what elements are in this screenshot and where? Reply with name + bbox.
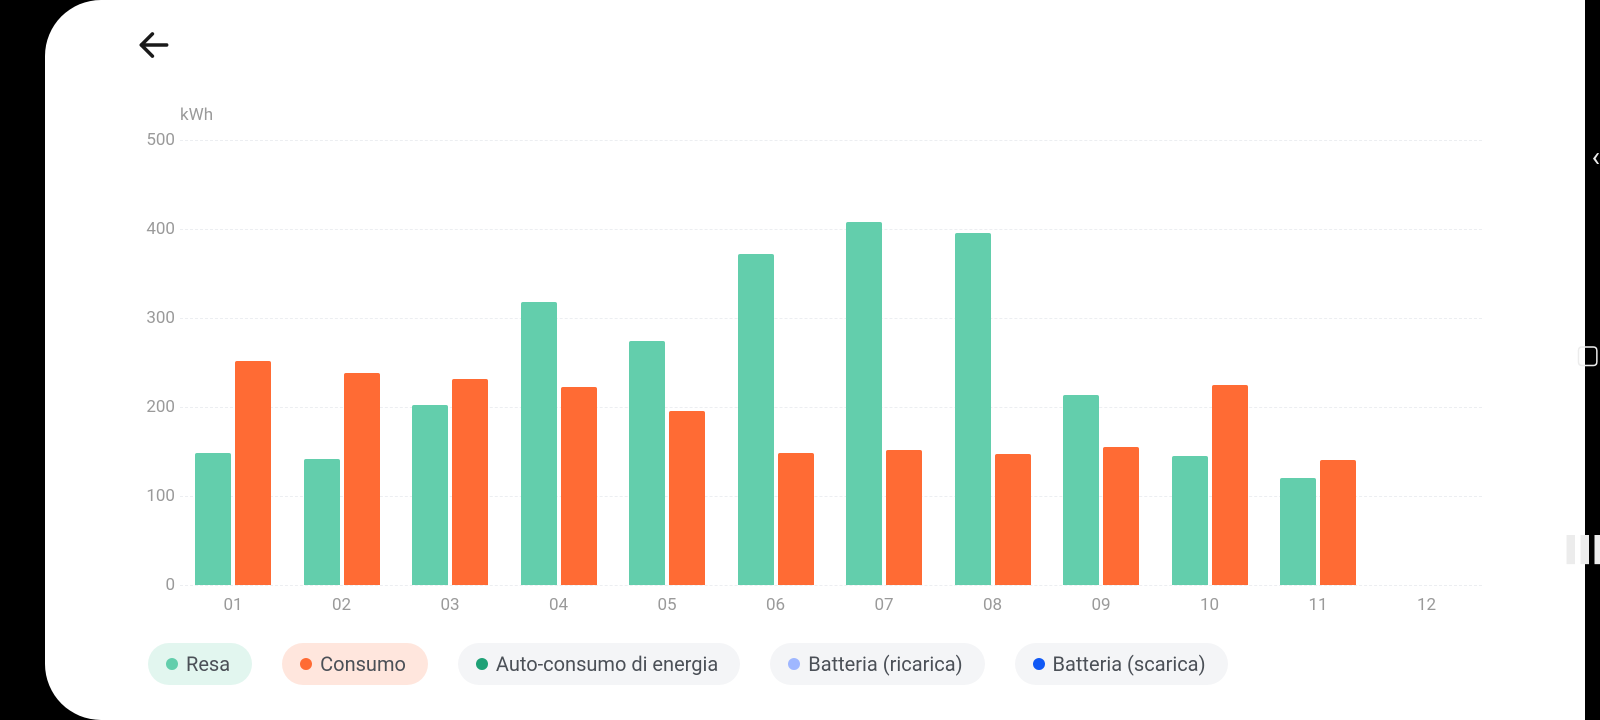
- bar-consumo[interactable]: [452, 379, 488, 585]
- x-tick-label: 08: [983, 595, 1002, 615]
- legend-chip-label: Consumo: [320, 652, 406, 676]
- x-tick-label: 04: [549, 595, 568, 615]
- legend-dot-icon: [300, 658, 312, 670]
- bar-consumo[interactable]: [1320, 460, 1356, 585]
- legend-chip-label: Batteria (scarica): [1053, 652, 1206, 676]
- back-button[interactable]: [135, 26, 173, 64]
- legend-chip-label: Auto-consumo di energia: [496, 652, 718, 676]
- legend-chip-label: Batteria (ricarica): [808, 652, 962, 676]
- bar-resa[interactable]: [412, 405, 448, 585]
- y-axis-unit: kWh: [180, 105, 213, 125]
- legend-chip-ricarica[interactable]: Batteria (ricarica): [770, 643, 984, 685]
- x-tick-label: 02: [332, 595, 351, 615]
- bar-resa[interactable]: [304, 459, 340, 585]
- x-tick-label: 05: [657, 595, 676, 615]
- x-tick-label: 01: [223, 595, 242, 615]
- bar-consumo[interactable]: [1212, 385, 1248, 585]
- bar-resa[interactable]: [195, 453, 231, 585]
- arrow-left-icon: [135, 26, 173, 64]
- bar-resa[interactable]: [846, 222, 882, 585]
- bar-consumo[interactable]: [561, 387, 597, 585]
- legend: Resa Consumo Auto-consumo di energia Batter…: [148, 643, 1565, 685]
- bar-consumo[interactable]: [669, 411, 705, 585]
- legend-chip-auto[interactable]: Auto-consumo di energia: [458, 643, 740, 685]
- bar-resa[interactable]: [629, 341, 665, 585]
- x-tick-label: 11: [1308, 595, 1327, 615]
- bar-resa[interactable]: [1280, 478, 1316, 585]
- bar-resa[interactable]: [1172, 456, 1208, 585]
- y-tick-label: 200: [146, 397, 175, 417]
- bar-resa[interactable]: [738, 254, 774, 585]
- bar-consumo[interactable]: [995, 454, 1031, 585]
- legend-chip-consumo[interactable]: Consumo: [282, 643, 428, 685]
- bar-resa[interactable]: [1063, 395, 1099, 585]
- app-card: kWh 0 100 200 300 400 500 01 02 03 04 05 06 07 08 09 1…: [45, 0, 1585, 720]
- x-tick-label: 12: [1417, 595, 1436, 615]
- system-edge-chevron-icon: ‹: [1592, 140, 1600, 173]
- bar-consumo[interactable]: [778, 453, 814, 585]
- bar-consumo[interactable]: [235, 361, 271, 585]
- x-tick-label: 03: [440, 595, 459, 615]
- y-axis-labels: 0100200300400500: [135, 140, 175, 585]
- y-tick-label: 0: [165, 575, 175, 595]
- bar-resa[interactable]: [955, 233, 991, 585]
- y-tick-label: 100: [146, 486, 175, 506]
- legend-chip-resa[interactable]: Resa: [148, 643, 252, 685]
- x-tick-label: 09: [1091, 595, 1110, 615]
- chart-bars: [180, 140, 1482, 585]
- legend-dot-icon: [166, 658, 178, 670]
- legend-chip-scarica[interactable]: Batteria (scarica): [1015, 643, 1228, 685]
- bar-consumo[interactable]: [1103, 447, 1139, 585]
- chart-plot-area: [180, 140, 1482, 585]
- system-edge-square-icon: ▢: [1575, 340, 1600, 370]
- bar-consumo[interactable]: [886, 450, 922, 585]
- legend-dot-icon: [1033, 658, 1045, 670]
- system-edge-bars-icon: ▐▐▐: [1558, 535, 1600, 564]
- y-tick-label: 300: [146, 308, 175, 328]
- y-tick-label: 400: [146, 219, 175, 239]
- x-tick-label: 07: [874, 595, 893, 615]
- y-tick-label: 500: [146, 130, 175, 150]
- legend-chip-label: Resa: [186, 652, 230, 676]
- legend-dot-icon: [476, 658, 488, 670]
- legend-dot-icon: [788, 658, 800, 670]
- bar-consumo[interactable]: [344, 373, 380, 585]
- x-tick-label: 06: [766, 595, 785, 615]
- gridline: [180, 585, 1482, 586]
- x-tick-label: 10: [1200, 595, 1219, 615]
- bar-resa[interactable]: [521, 302, 557, 585]
- x-axis-labels: 01 02 03 04 05 06 07 08 09 10 11 12: [180, 590, 1482, 620]
